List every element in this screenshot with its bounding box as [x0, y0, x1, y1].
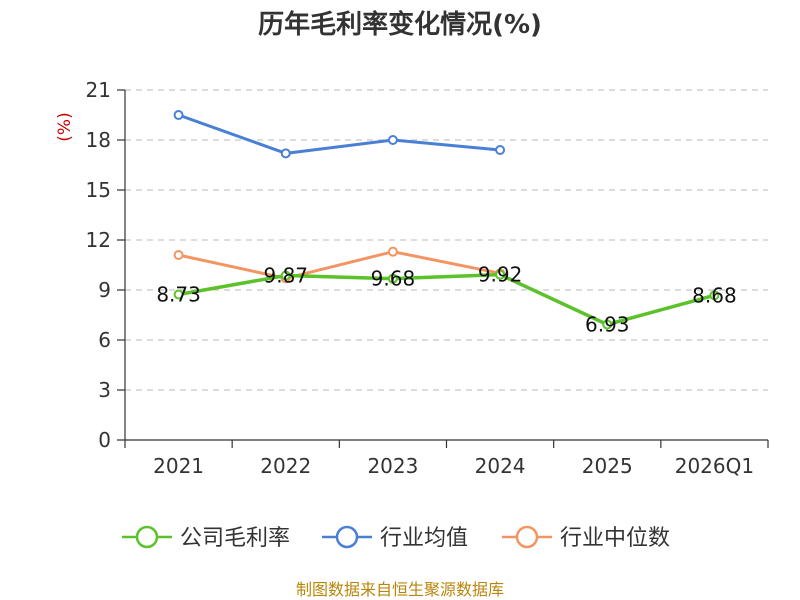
x-tick-label: 2021: [153, 454, 204, 478]
series-line: [176, 272, 717, 327]
data-label: 8.73: [156, 283, 201, 307]
data-point[interactable]: [602, 319, 613, 330]
data-point[interactable]: [173, 289, 184, 300]
legend-swatch-marker: [515, 525, 539, 549]
data-point[interactable]: [387, 273, 398, 284]
legend-label: 行业均值: [380, 526, 468, 551]
series-1: [173, 110, 506, 159]
legend-item-1[interactable]: 行业均值: [322, 525, 468, 551]
data-label: 9.68: [371, 267, 416, 291]
legend[interactable]: 公司毛利率 行业均值 行业中位数: [122, 525, 670, 551]
y-tick-label: 3: [98, 378, 111, 402]
y-axis-unit-label: (%): [55, 112, 75, 141]
data-point[interactable]: [280, 270, 291, 281]
x-tick-label: 2023: [367, 454, 418, 478]
axes: 0 3 6 9 12 15 18 21 2021 2022 2023 2024 2025 2026Q1: [86, 78, 769, 478]
series-lines: [173, 110, 720, 330]
series-line: [177, 113, 502, 155]
x-tick-label: 2024: [475, 454, 526, 478]
series-0: [173, 269, 720, 330]
data-point[interactable]: [495, 145, 506, 155]
chart-title: 历年毛利率变化情况(%): [258, 9, 542, 40]
data-point[interactable]: [173, 250, 184, 260]
data-label: 9.92: [478, 263, 523, 287]
data-point[interactable]: [387, 246, 398, 257]
legend-item-0[interactable]: 公司毛利率: [122, 525, 290, 551]
data-point[interactable]: [280, 148, 291, 159]
x-tick-label: 2022: [260, 454, 311, 478]
y-tick-label: 9: [98, 278, 111, 302]
data-label: 9.87: [263, 264, 308, 288]
data-label: 8.68: [692, 283, 737, 307]
x-tick-label: 2026Q1: [675, 454, 754, 478]
data-point[interactable]: [387, 135, 398, 145]
data-label: 6.93: [585, 313, 630, 337]
y-tick-label: 6: [98, 328, 111, 352]
data-point[interactable]: [173, 110, 184, 120]
y-tick-label: 0: [98, 428, 111, 452]
legend-swatch-marker: [335, 525, 359, 549]
data-source-note: 制图数据来自恒生聚源数据库: [296, 580, 504, 599]
data-point[interactable]: [709, 290, 720, 301]
y-tick-label: 15: [86, 178, 111, 202]
x-tick-label: 2025: [582, 454, 633, 478]
y-tick-label: 12: [86, 228, 111, 252]
y-tick-label: 18: [86, 128, 111, 152]
data-point[interactable]: [495, 269, 506, 280]
legend-label: 公司毛利率: [180, 526, 290, 551]
grid-lines: [125, 89, 768, 391]
series-line: [177, 250, 502, 280]
legend-swatch-marker: [135, 525, 159, 549]
legend-item-2[interactable]: 行业中位数: [502, 525, 670, 551]
legend-label: 行业中位数: [560, 526, 670, 551]
data-labels: 8.73 9.87 9.68 9.92 6.93 8.68: [156, 263, 736, 337]
y-tick-label: 21: [86, 78, 111, 102]
